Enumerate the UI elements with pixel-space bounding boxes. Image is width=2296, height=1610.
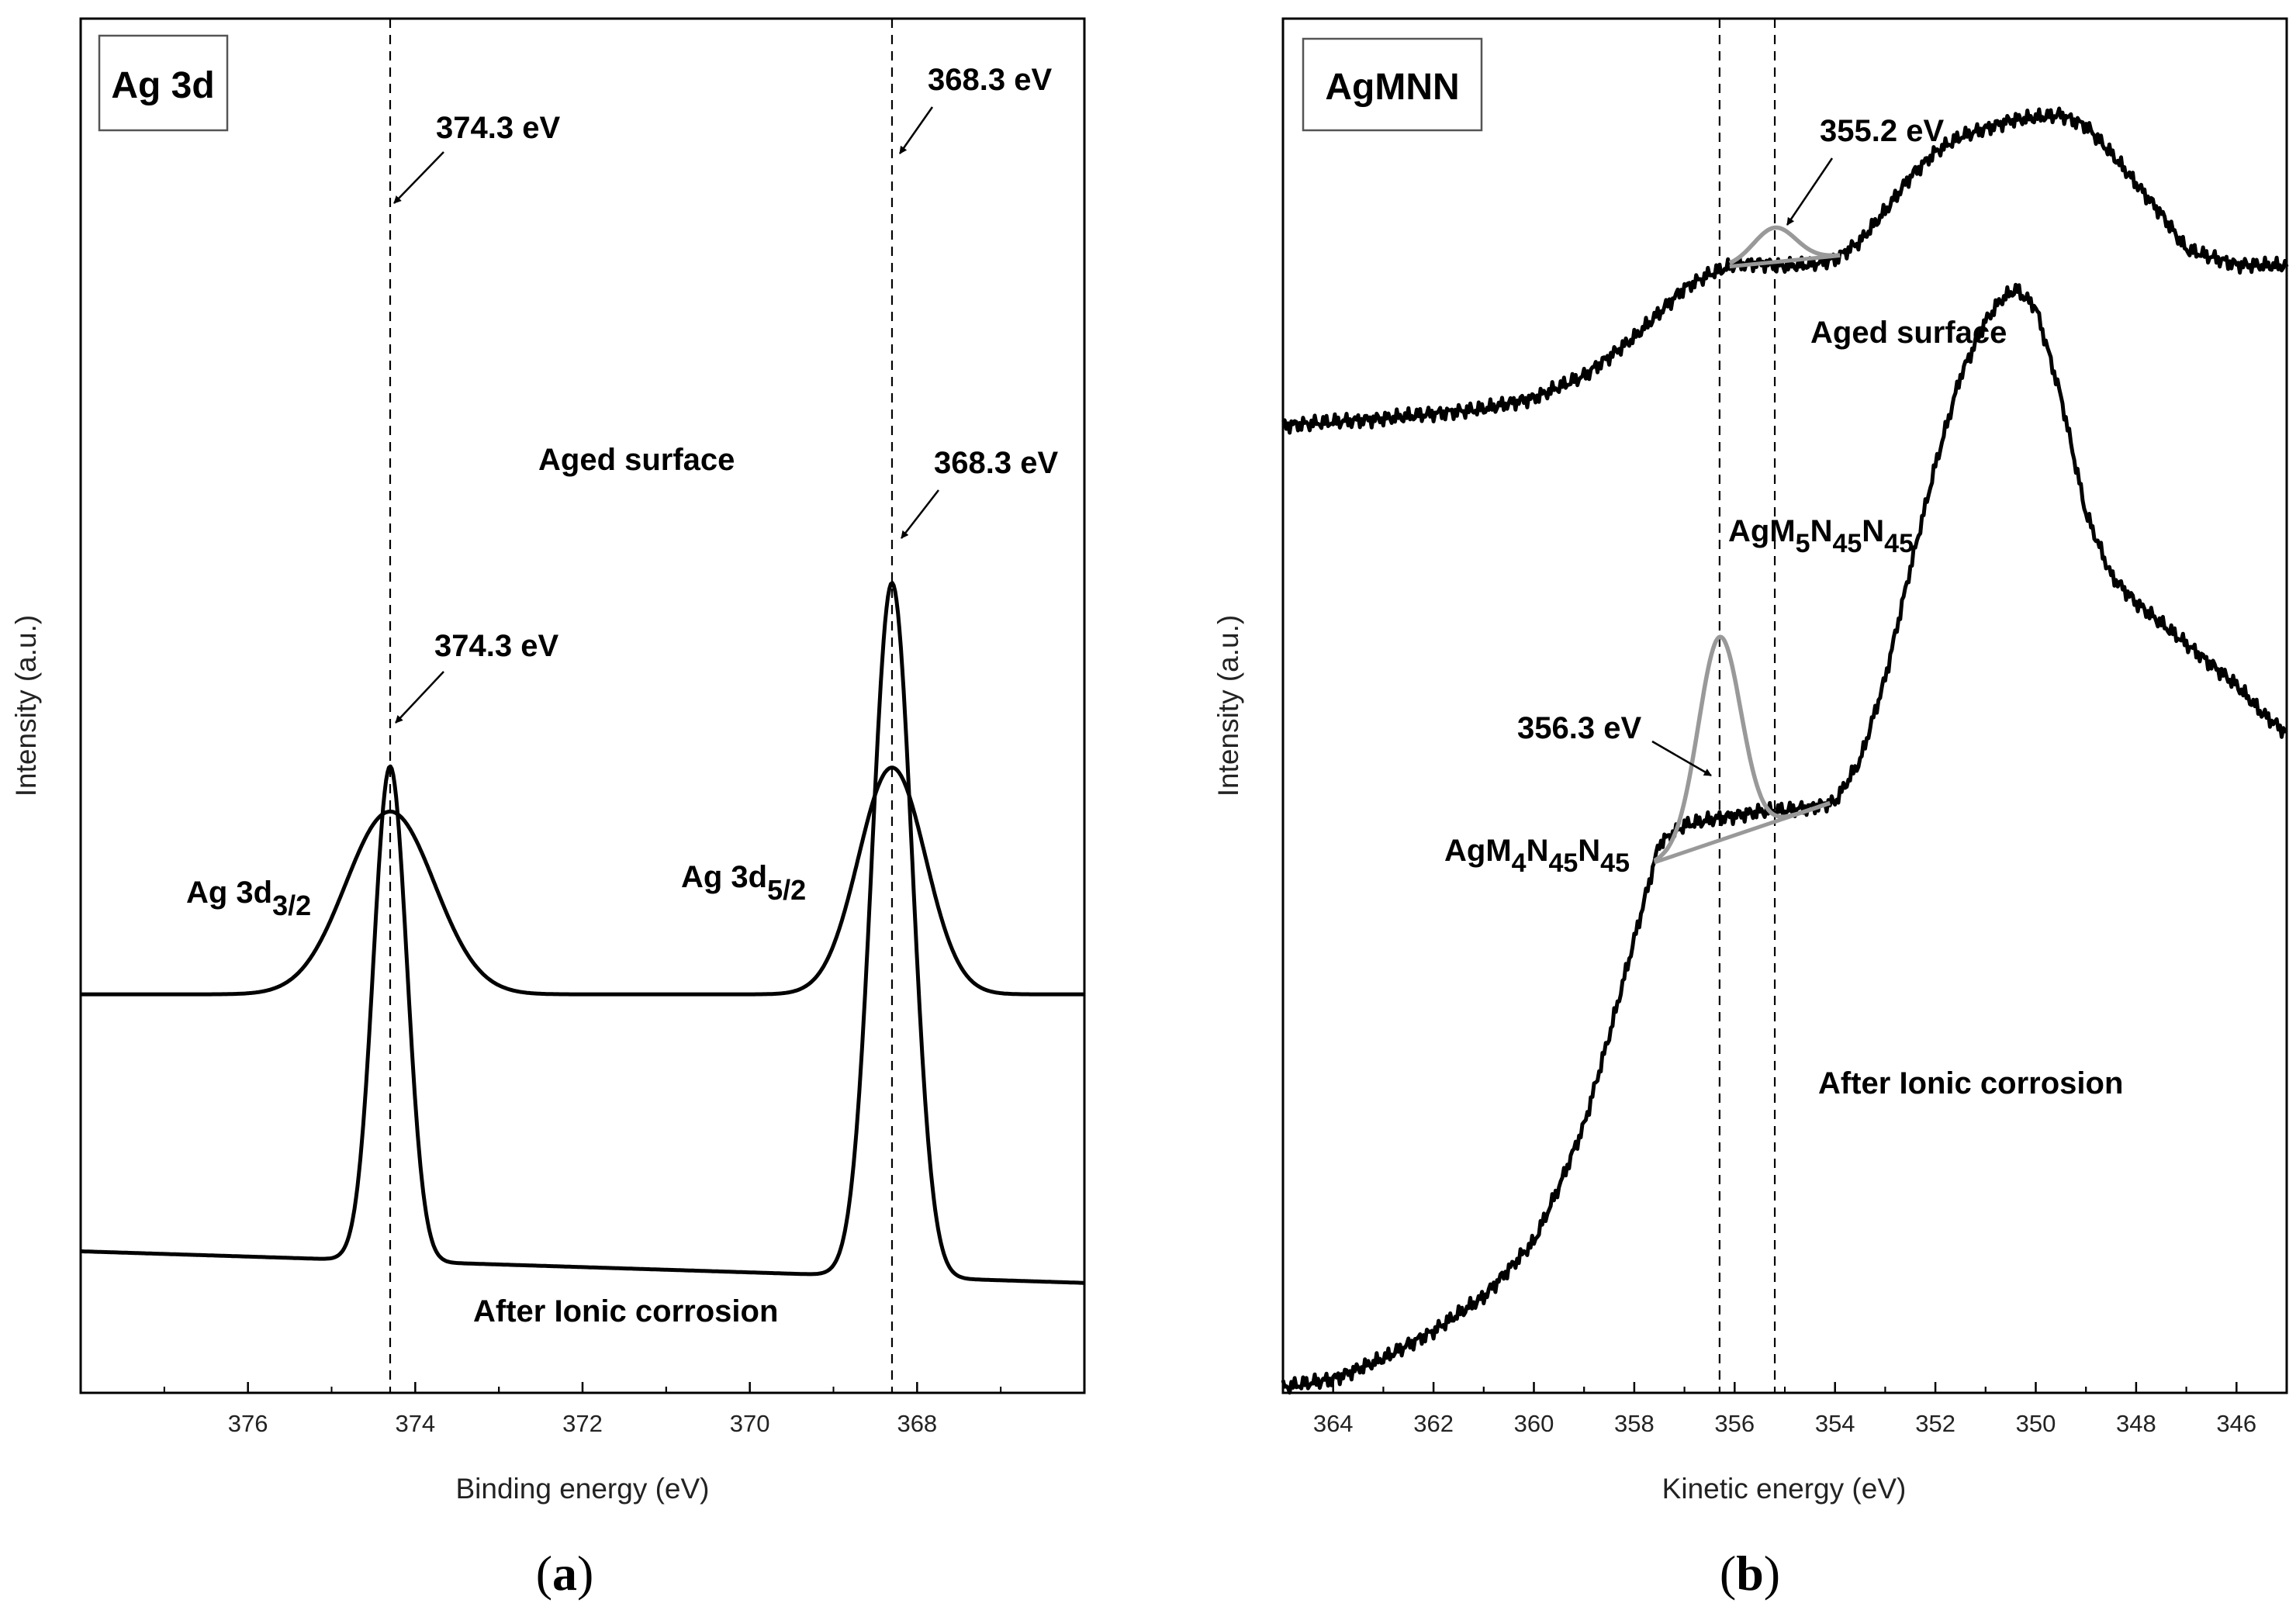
- panel-b-aged-peak-label: 355.2 eV: [1820, 114, 1944, 148]
- panel-b-x-axis-ticks: [1282, 1382, 2287, 1393]
- panel-a-aged-peak-right-arrow: [898, 106, 934, 154]
- x-axis-tick-label: 364: [1313, 1410, 1354, 1437]
- x-axis-tick-label: 360: [1514, 1410, 1554, 1437]
- series-line-after-ionic-corrosion: [1281, 282, 2288, 1395]
- panel-a-corr-peak-left-arrow: [395, 671, 444, 724]
- panel-a-aged-peak-right-label: 368.3 eV: [928, 63, 1052, 97]
- x-axis-tick-label: 346: [2216, 1410, 2256, 1437]
- panel-a-chart: 376 374 372 370 368 Ag 3d Binding energy (eV…: [10, 17, 1086, 1601]
- panel-b-title: AgMNN: [1325, 67, 1459, 108]
- fit-peak-agm5n45n45-component: [1728, 225, 1841, 265]
- x-axis-tick-label: 368: [897, 1410, 937, 1437]
- x-axis-tick-label: 354: [1815, 1410, 1855, 1437]
- panel-b-reference-lines: [1718, 19, 1776, 1393]
- x-axis-tick-label: 358: [1614, 1410, 1655, 1437]
- panel-b-chart: 364 362 360 358 356 354 352 350 348 346 AgMNN Kin…: [1212, 17, 2289, 1601]
- panel-a-ag3d52-label: Ag 3d5/2: [681, 860, 806, 906]
- x-axis-tick-label: 376: [228, 1410, 268, 1437]
- series-line-aged-surface: [1281, 106, 2289, 435]
- panel-b-y-axis-title: Intensity (a.u.): [1212, 615, 1244, 796]
- panel-a-title: Ag 3d: [111, 65, 214, 106]
- panel-a-y-axis-title: Intensity (a.u.): [10, 615, 42, 796]
- panel-b-after-corrosion-label: After Ionic corrosion: [1818, 1066, 2123, 1100]
- panel-a-corr-peak-right-label: 368.3 eV: [934, 446, 1058, 480]
- panel-b-x-axis-tick-labels: 364 362 360 358 356 354 352 350 348 346: [1313, 1410, 2256, 1437]
- panel-a-title-box: [98, 34, 229, 132]
- panel-a-corr-peak-left-label: 374.3 eV: [434, 629, 558, 663]
- panel-b-series: [1281, 106, 2289, 1395]
- panel-a-corr-peak-right-arrow: [901, 489, 939, 539]
- panel-a-series: [80, 581, 1085, 1285]
- series-line-after-ionic-corrosion: [80, 581, 1085, 1285]
- x-axis-tick-label: 370: [730, 1410, 770, 1437]
- panel-b-plot-frame: [1281, 17, 2288, 1394]
- panel-b-agm5n45n45-label: AgM5N45N45: [1728, 514, 1914, 558]
- x-axis-tick-label: 372: [562, 1410, 603, 1437]
- panel-a-x-axis-ticks: [163, 1382, 1002, 1393]
- x-axis-tick-label: 362: [1413, 1410, 1454, 1437]
- panel-a-aged-peak-left-arrow: [393, 151, 444, 204]
- fit-peak-agm4n45n45-component: [1653, 634, 1831, 863]
- panel-b-fit-components: [1653, 225, 1841, 865]
- x-axis-tick-label: 356: [1714, 1410, 1755, 1437]
- panel-a-x-axis-tick-labels: 376 374 372 370 368: [228, 1410, 937, 1437]
- x-axis-tick-label: 350: [2016, 1410, 2056, 1437]
- panel-a-aged-surface-label: Aged surface: [538, 443, 735, 477]
- fit-baseline: [1729, 254, 1841, 269]
- x-axis-tick-label: 374: [395, 1410, 435, 1437]
- panel-b-title-box: [1302, 37, 1483, 132]
- panel-b-aged-peak-arrow: [1786, 157, 1834, 226]
- x-axis-tick-label: 348: [2116, 1410, 2156, 1437]
- x-axis-tick-label: 352: [1915, 1410, 1955, 1437]
- panel-a-caption: (a): [536, 1546, 594, 1601]
- panel-a-after-corrosion-label: After Ionic corrosion: [473, 1294, 778, 1328]
- panel-a-reference-lines: [389, 19, 894, 1393]
- panel-b-caption: (b): [1720, 1546, 1780, 1601]
- panel-b-aged-surface-label: Aged surface: [1810, 316, 2007, 350]
- series-line-aged-surface: [80, 765, 1085, 997]
- panel-a-ag3d32-label: Ag 3d3/2: [186, 876, 311, 921]
- panel-a-x-axis-title: Binding energy (eV): [455, 1473, 709, 1505]
- panel-b-corr-peak-arrow: [1651, 740, 1712, 777]
- panel-a-aged-peak-left-label: 374.3 eV: [436, 111, 560, 145]
- panel-b-agm4n45n45-label: AgM4N45N45: [1444, 834, 1630, 878]
- panel-b-corr-peak-label: 356.3 eV: [1517, 711, 1641, 745]
- panel-b-x-axis-title: Kinetic energy (eV): [1662, 1473, 1907, 1505]
